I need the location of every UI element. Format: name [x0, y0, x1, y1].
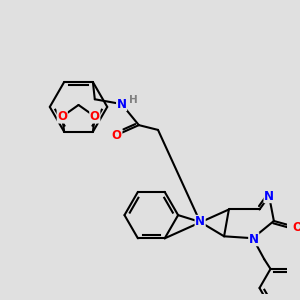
- Text: O: O: [293, 221, 300, 234]
- Text: O: O: [90, 110, 100, 123]
- Text: N: N: [117, 98, 127, 111]
- Text: O: O: [112, 129, 122, 142]
- Text: N: N: [264, 190, 274, 202]
- Text: N: N: [249, 233, 259, 246]
- Text: O: O: [57, 110, 67, 123]
- Text: H: H: [129, 95, 137, 105]
- Text: N: N: [195, 215, 205, 228]
